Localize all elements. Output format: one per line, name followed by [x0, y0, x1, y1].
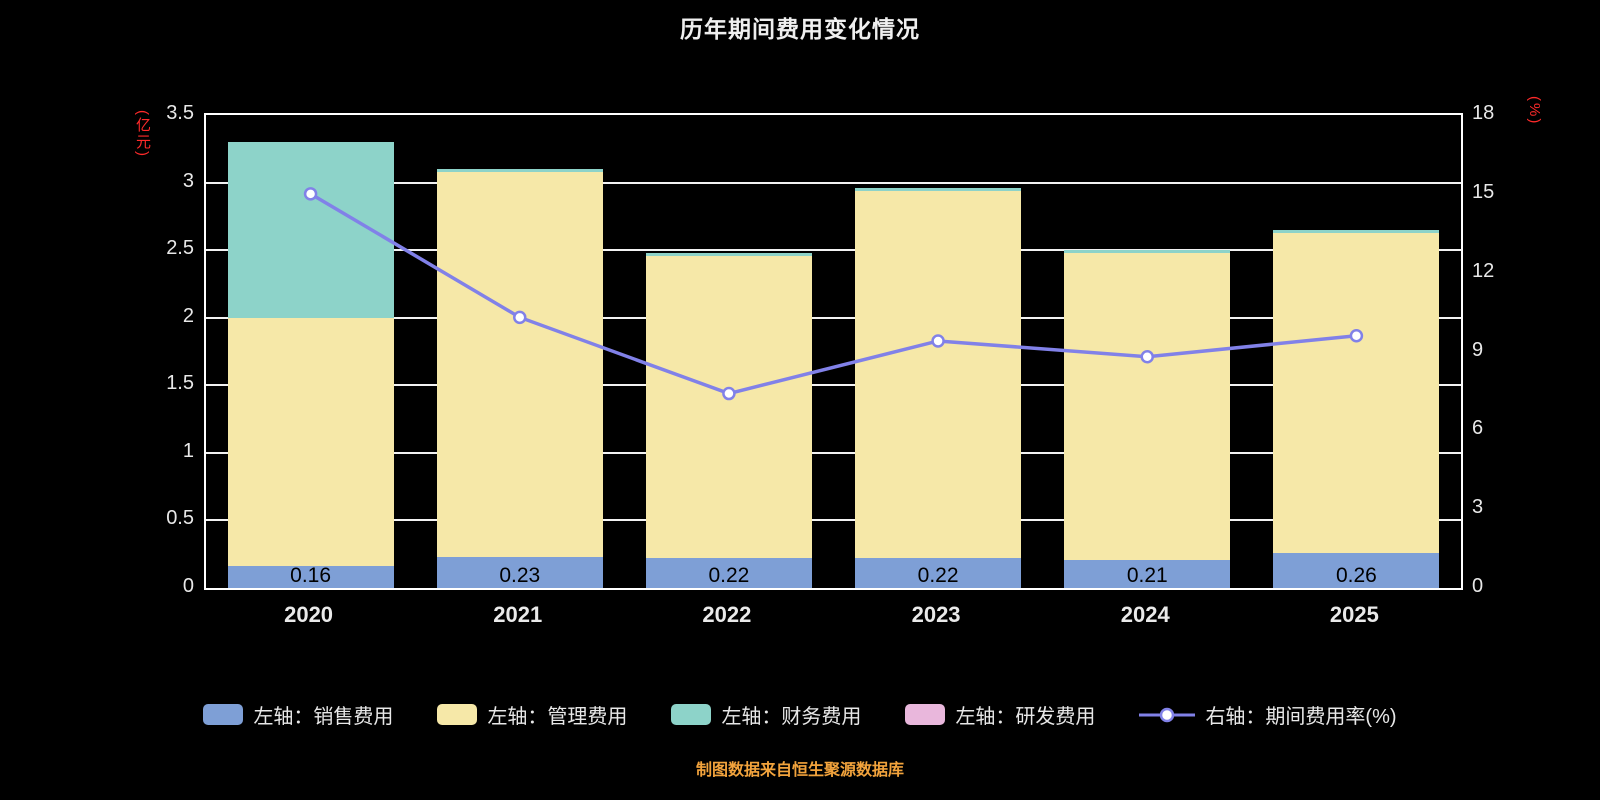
right-axis-tick: 9 [1472, 338, 1484, 361]
right-axis-tick: 12 [1472, 259, 1495, 282]
right-axis-tick: 15 [1472, 180, 1495, 203]
x-axis-label-2020: 2020 [284, 602, 334, 627]
bar-segment-management-2024 [1064, 252, 1231, 560]
bar-segment-finance-2023 [855, 188, 1022, 191]
bar-segment-sales-2022 [645, 558, 812, 588]
legend-label-sales: 左轴：销售费用 [253, 706, 394, 728]
left-axis-unit: (亿元) [134, 110, 151, 158]
bar-segment-finance-2025 [1273, 229, 1440, 233]
rate-line [309, 192, 1357, 396]
legend-swatch-rnd [905, 704, 946, 725]
left-axis-tick: 2.5 [166, 237, 194, 260]
left-axis-tick: 3 [182, 169, 194, 192]
bar-segment-sales-2021 [436, 556, 603, 588]
x-axis-label-2022: 2022 [702, 602, 752, 627]
rate-point-2020 [303, 187, 318, 201]
gridline [206, 316, 1461, 319]
bar-segment-finance-2020 [227, 142, 394, 318]
bar-segment-sales-2020 [227, 566, 394, 588]
bar-value-label-2023: 0.22 [917, 564, 959, 587]
bar-segment-management-2021 [436, 171, 603, 557]
right-axis-tick: 6 [1472, 417, 1484, 440]
right-axis-tick: 0 [1472, 575, 1484, 597]
right-axis-tick: 3 [1472, 496, 1484, 519]
bar-value-label-2022: 0.22 [708, 564, 750, 587]
bar-segment-management-2020 [227, 317, 394, 567]
legend-swatch-management [437, 704, 478, 725]
bar-segment-management-2022 [645, 255, 812, 559]
bar-segment-finance-2022 [645, 252, 812, 256]
rate-point-2021 [513, 310, 527, 325]
legend: 左轴：销售费用 左轴：管理费用 左轴：财务费用 左轴：研发费用 右轴：期间费用率(%) [0, 700, 1600, 729]
x-axis-label-2025: 2025 [1329, 602, 1379, 627]
left-axis-tick: 0 [182, 575, 194, 597]
right-axis-unit: (%) [1526, 96, 1543, 126]
legend-item-management[interactable]: 左轴：管理费用 [437, 700, 627, 729]
legend-label-management: 左轴：管理费用 [487, 706, 628, 728]
legend-item-rnd[interactable]: 左轴：研发费用 [905, 700, 1095, 729]
plot-area: 0.16 0.23 0.22 0.22 0.21 0.26 [204, 113, 1463, 590]
rate-point-2025 [1349, 328, 1364, 343]
gridline [206, 384, 1461, 387]
x-axis-label-2024: 2024 [1120, 602, 1170, 627]
bar-segment-sales-2024 [1064, 559, 1231, 588]
rate-line-series [303, 187, 1364, 401]
chart-title: 历年期间费用变化情况 [680, 16, 920, 42]
left-axis-tick: 1.5 [166, 372, 194, 395]
rate-point-2024 [1140, 350, 1154, 364]
gridline [206, 181, 1461, 184]
source-note: 制图数据来自恒生聚源数据库 [695, 762, 904, 779]
bar-segment-sales-2023 [855, 558, 1022, 588]
rate-point-2023 [931, 334, 945, 348]
left-axis-tick: 1 [182, 439, 194, 462]
left-axis-tick: 0.5 [166, 507, 194, 530]
bar-segment-management-2023 [855, 190, 1022, 559]
bar-value-label-2021: 0.23 [499, 564, 541, 587]
legend-line-marker [1139, 707, 1196, 722]
bar-value-label-2025: 0.26 [1335, 564, 1377, 587]
bar-value-label-2020: 0.16 [290, 564, 332, 587]
legend-item-finance[interactable]: 左轴：财务费用 [671, 700, 861, 729]
legend-label-finance: 左轴：财务费用 [721, 706, 862, 728]
left-axis-tick: 3.5 [166, 102, 194, 124]
bar-segment-sales-2025 [1273, 552, 1440, 588]
legend-label-rate: 右轴：期间费用率(%) [1205, 706, 1397, 728]
gridline [206, 451, 1461, 454]
legend-swatch-sales [203, 704, 244, 725]
gridline [206, 249, 1461, 252]
x-axis-label-2023: 2023 [911, 602, 961, 627]
legend-swatch-finance [671, 704, 712, 725]
bar-value-label-2024: 0.21 [1126, 564, 1168, 587]
legend-item-rate[interactable]: 右轴：期间费用率(%) [1139, 700, 1397, 729]
rate-point-2022 [722, 386, 736, 401]
bar-segment-management-2025 [1273, 232, 1440, 553]
bar-segment-finance-2021 [436, 169, 603, 172]
legend-label-rnd: 左轴：研发费用 [955, 706, 1096, 728]
x-axis-label-2021: 2021 [493, 602, 543, 627]
left-axis-tick: 2 [182, 304, 194, 327]
gridline [206, 519, 1461, 522]
right-axis-tick: 18 [1472, 102, 1495, 124]
legend-item-sales[interactable]: 左轴：销售费用 [203, 700, 393, 729]
bar-segment-finance-2024 [1064, 250, 1231, 253]
